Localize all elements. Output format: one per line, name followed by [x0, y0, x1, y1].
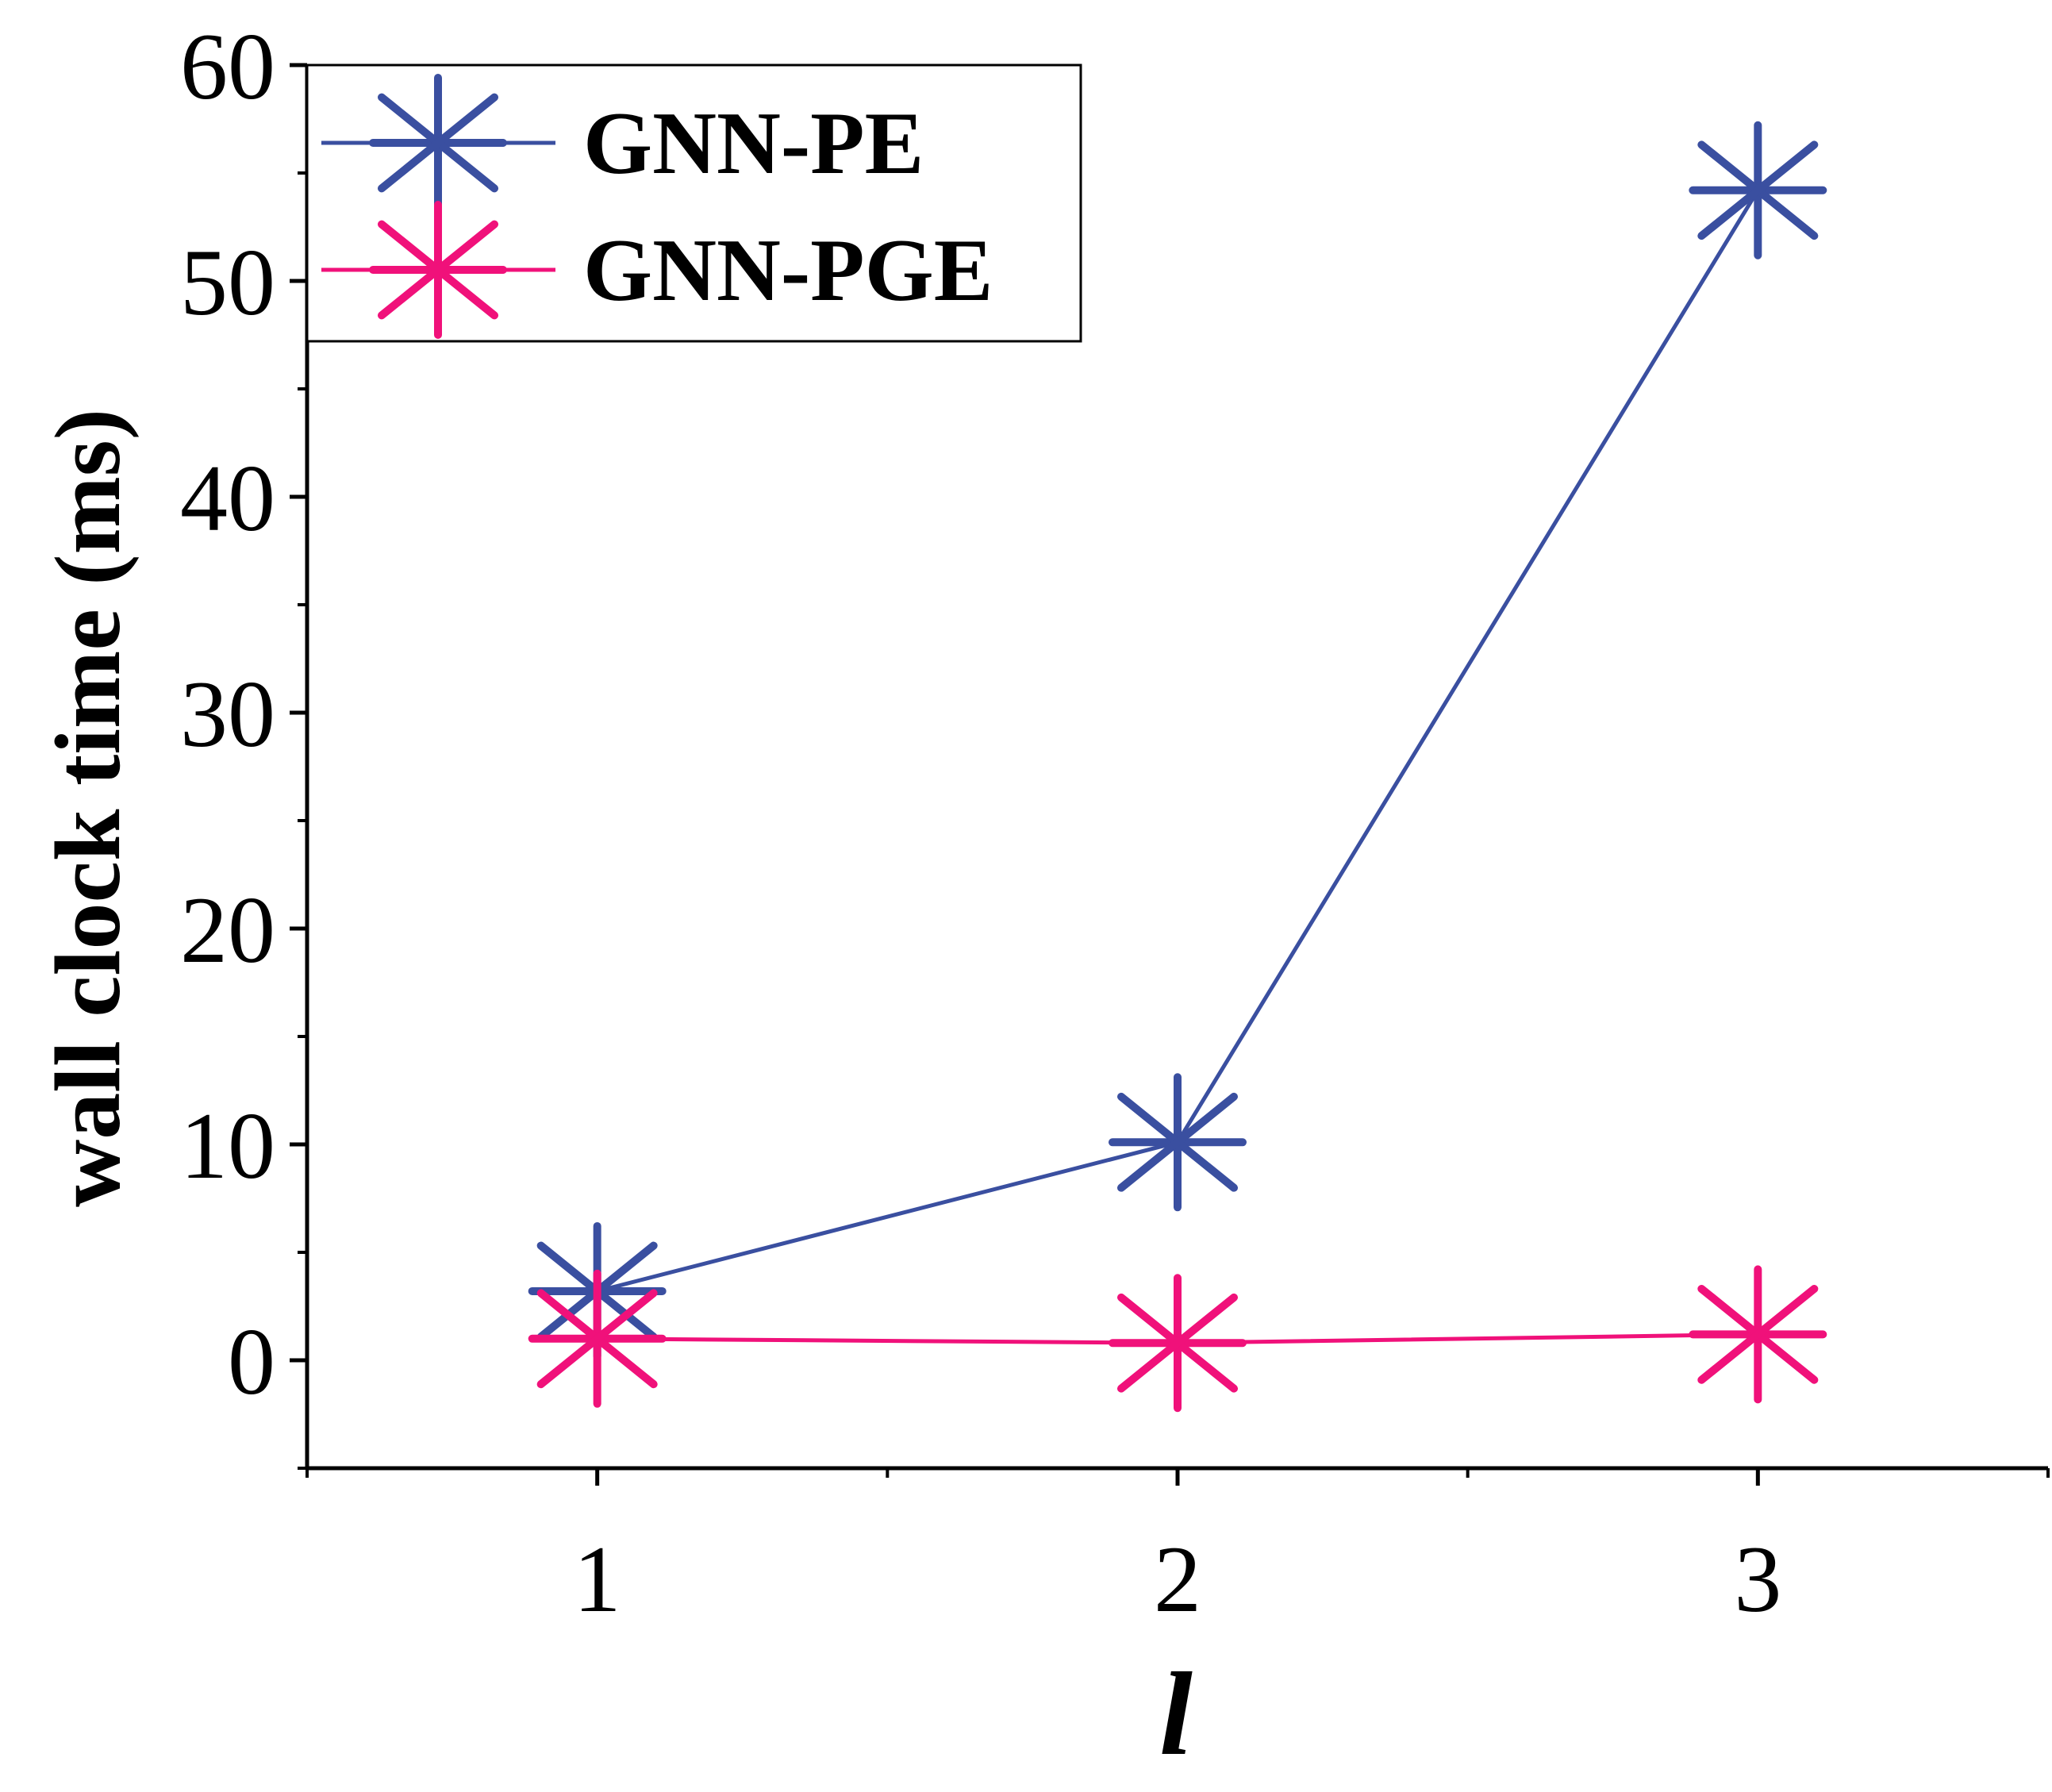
- marker-stroke: [377, 220, 499, 320]
- legend: GNN-PE GNN-PGE: [305, 63, 1082, 343]
- legend-marker: [369, 201, 507, 339]
- marker-stroke: [536, 1289, 658, 1389]
- y-tick-label: 50: [180, 229, 275, 335]
- marker-stroke: [1697, 140, 1819, 240]
- data-point-gnn-pge: [1689, 1265, 1827, 1404]
- legend-label: GNN-PE: [583, 94, 924, 193]
- x-tick-label: 3: [1734, 1526, 1781, 1632]
- data-point-gnn-pge: [528, 1269, 667, 1408]
- marker-stroke: [1116, 1293, 1239, 1393]
- marker-stroke: [377, 93, 499, 193]
- y-tick-label: 10: [180, 1093, 275, 1198]
- marker-stroke: [1116, 1092, 1239, 1192]
- y-tick-label: 60: [180, 13, 275, 119]
- y-axis-ticks: 0 10 20 30 40 50 60: [180, 13, 307, 1470]
- y-tick-label: 20: [180, 877, 275, 983]
- data-point-gnn-pe: [1109, 1073, 1247, 1212]
- marker-stroke: [1697, 1284, 1819, 1384]
- x-axis-ticks: 1 2 3: [305, 1468, 2050, 1632]
- x-axis-title: l: [1159, 1648, 1193, 1780]
- data-point-gnn-pge: [1109, 1274, 1247, 1413]
- data-point-gnn-pe: [1689, 121, 1827, 260]
- y-tick-label: 40: [180, 445, 275, 551]
- y-tick-label: 0: [228, 1309, 275, 1414]
- legend-label: GNN-PGE: [583, 221, 993, 320]
- y-tick-label: 30: [180, 661, 275, 767]
- x-tick-label: 2: [1154, 1526, 1201, 1632]
- y-axis-title: wall clock time (ms): [36, 409, 140, 1207]
- x-tick-label: 1: [574, 1526, 621, 1632]
- series-layer: [528, 121, 1827, 1413]
- legend-marker: [369, 74, 507, 212]
